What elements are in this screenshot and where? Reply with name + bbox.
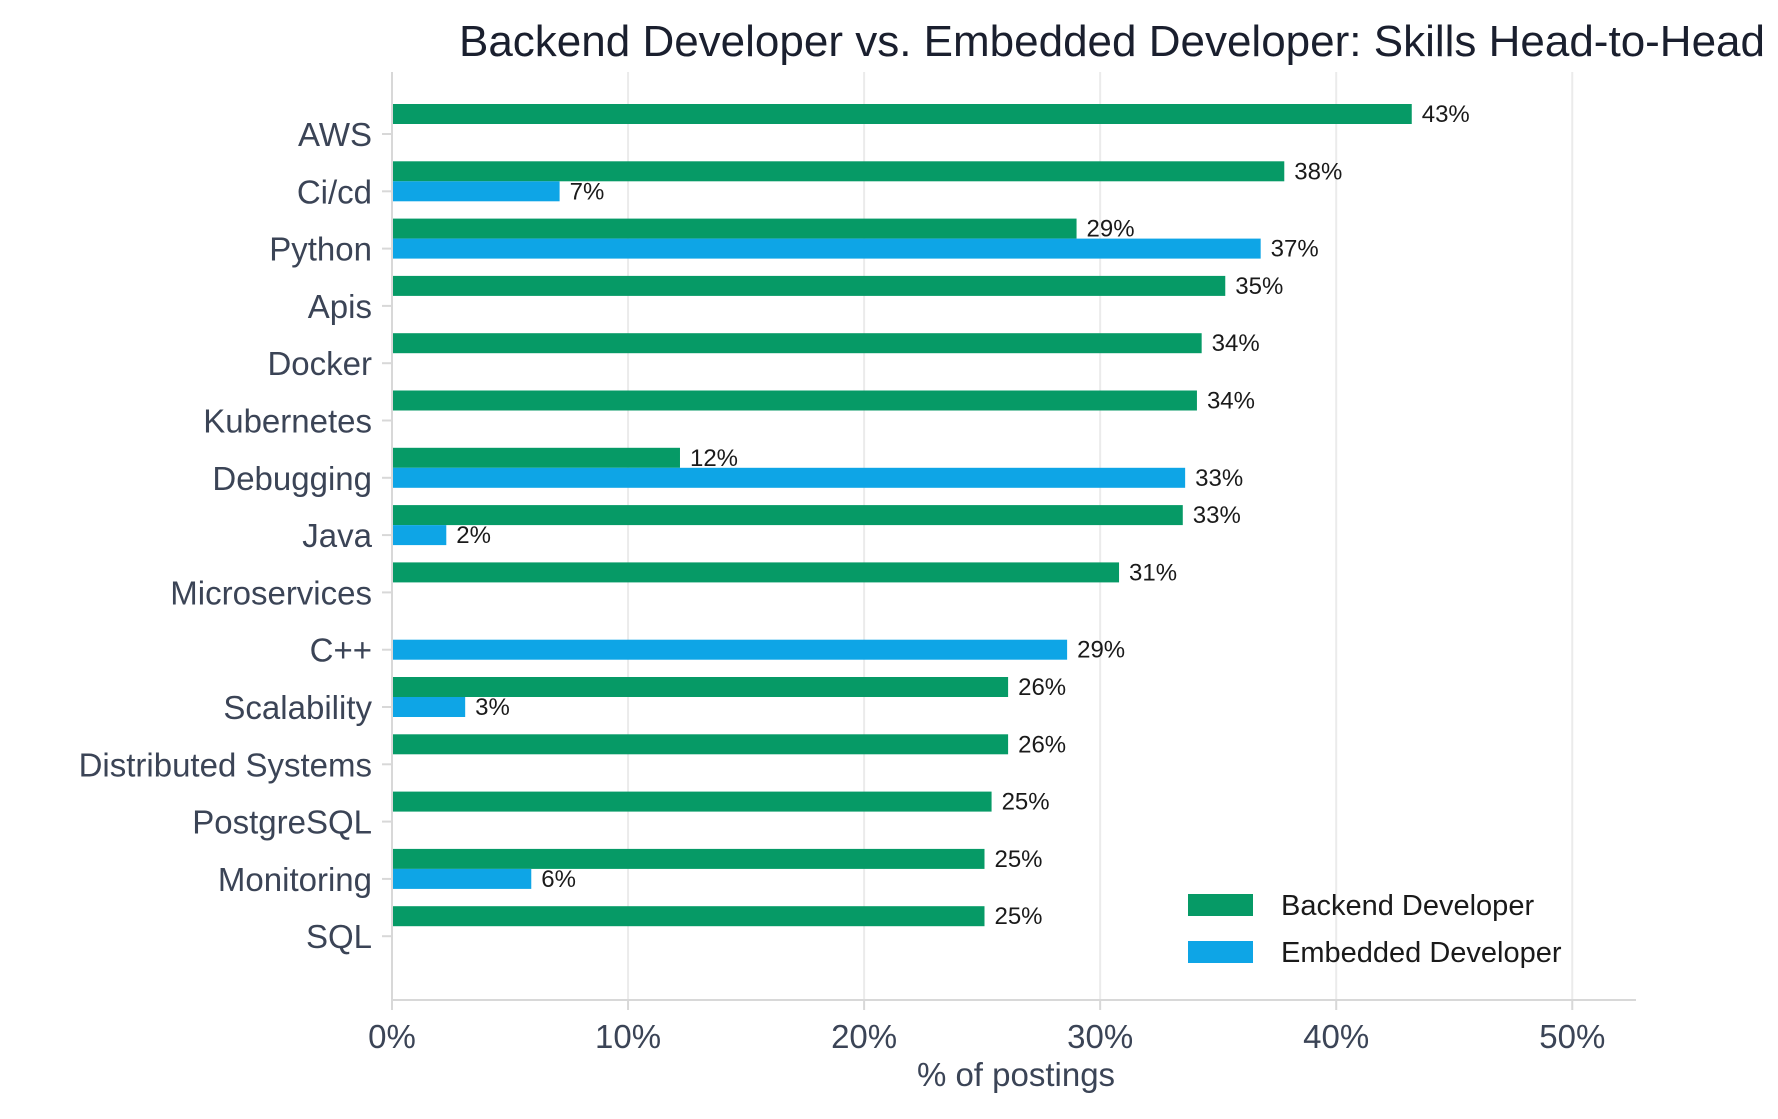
data-label: 7% <box>570 178 605 205</box>
data-label: 12% <box>690 445 738 472</box>
category-label: PostgreSQL <box>192 804 372 841</box>
data-label: 2% <box>456 522 491 549</box>
bar-backend <box>392 562 1120 583</box>
data-label: 43% <box>1422 101 1470 128</box>
data-label: 33% <box>1193 502 1241 529</box>
x-tick-label: 0% <box>368 1018 416 1055</box>
bar-embedded <box>392 639 1068 660</box>
x-tick-label: 30% <box>1067 1018 1133 1055</box>
category-label: C++ <box>310 632 372 669</box>
x-tick-label: 10% <box>595 1018 661 1055</box>
data-label: 31% <box>1129 559 1177 586</box>
bar-backend <box>392 677 1009 697</box>
bar-backend <box>392 791 992 812</box>
category-label: Java <box>302 517 372 554</box>
bars <box>392 104 1412 927</box>
chart-title: Backend Developer vs. Embedded Developer… <box>459 17 1765 66</box>
category-label: Docker <box>267 345 372 382</box>
data-label: 6% <box>541 866 576 893</box>
category-label: SQL <box>306 918 372 955</box>
bar-embedded <box>392 467 1186 488</box>
category-label: AWS <box>298 116 372 153</box>
bar-backend <box>392 161 1285 182</box>
data-label: 33% <box>1195 465 1243 492</box>
bar-embedded <box>392 697 466 717</box>
legend: Backend Developer Embedded Developer <box>1188 890 1562 969</box>
category-label: Debugging <box>212 460 372 497</box>
data-label: 35% <box>1235 273 1283 300</box>
category-label: Scalability <box>223 689 372 726</box>
bar-backend <box>392 848 985 869</box>
data-label: 25% <box>1002 789 1050 816</box>
x-axis-title: % of postings <box>917 1056 1115 1093</box>
legend-swatch <box>1188 894 1253 916</box>
bar-embedded <box>392 181 560 202</box>
category-label: Microservices <box>170 574 372 611</box>
x-axis: 0% 10% 20% 30% 40% 50% <box>368 72 1636 1055</box>
bar-backend <box>392 505 1183 526</box>
category-label: Kubernetes <box>203 403 372 440</box>
bar-embedded <box>392 525 447 546</box>
category-label: Monitoring <box>218 861 372 898</box>
x-tick-label: 50% <box>1539 1018 1605 1055</box>
category-labels: AWS Ci/cd Python Apis Docker Kubernetes Debugg… <box>79 116 392 955</box>
bar-backend <box>392 275 1226 296</box>
category-label: Apis <box>308 288 372 325</box>
category-label: Ci/cd <box>297 173 372 210</box>
data-label: 29% <box>1077 637 1125 664</box>
category-label: Python <box>269 231 372 268</box>
legend-label: Embedded Developer <box>1281 937 1562 969</box>
bar-backend <box>392 390 1197 411</box>
data-label: 3% <box>475 694 510 721</box>
x-tick-label: 20% <box>831 1018 897 1055</box>
bar-backend <box>392 734 1009 755</box>
data-label: 37% <box>1271 236 1319 263</box>
data-label: 34% <box>1212 330 1260 357</box>
category-label: Distributed Systems <box>79 746 372 783</box>
legend-swatch <box>1188 941 1253 963</box>
x-tick-label: 40% <box>1303 1018 1369 1055</box>
legend-label: Backend Developer <box>1281 890 1534 922</box>
bar-backend <box>392 218 1077 239</box>
data-label: 26% <box>1018 674 1066 701</box>
bar-backend <box>392 104 1412 124</box>
bar-backend <box>392 333 1202 354</box>
data-label: 29% <box>1087 216 1135 243</box>
bar-backend <box>392 906 985 927</box>
data-label: 25% <box>994 846 1042 873</box>
bar-embedded <box>392 238 1261 259</box>
data-label: 34% <box>1207 388 1255 415</box>
data-label: 25% <box>994 903 1042 930</box>
data-label: 26% <box>1018 731 1066 758</box>
bar-backend <box>392 447 680 468</box>
bar-embedded <box>392 868 532 889</box>
data-label: 38% <box>1294 158 1342 185</box>
data-labels: 43% 38% 7% 29% 37% 35% 34% 34% 12% 33% 33% 2% 31% 29%… <box>456 101 1470 930</box>
